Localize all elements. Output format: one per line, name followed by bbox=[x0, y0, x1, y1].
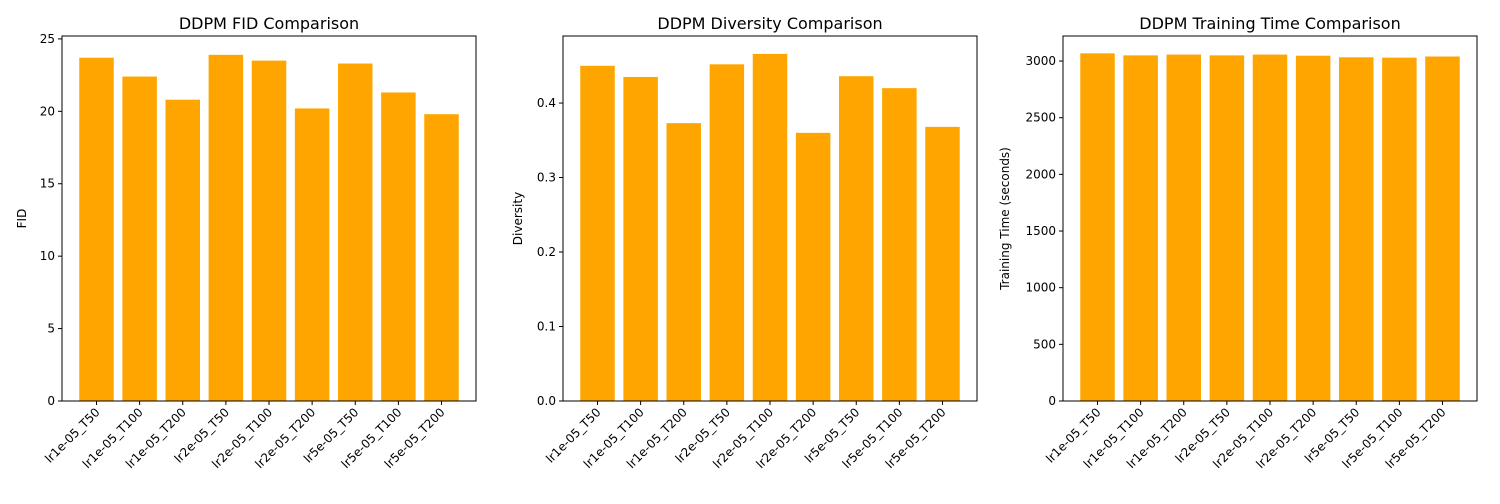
y-axis-label: FID bbox=[15, 209, 29, 229]
y-tick-label: 1500 bbox=[1025, 224, 1056, 238]
y-tick-label: 0 bbox=[47, 394, 55, 408]
bar-lr2e-05_T100 bbox=[752, 53, 788, 401]
bar-lr2e-05_T50 bbox=[208, 54, 244, 401]
bar-lr2e-05_T50 bbox=[1209, 55, 1245, 401]
bar-lr1e-05_T50 bbox=[1080, 53, 1115, 402]
y-tick-label: 1000 bbox=[1025, 281, 1056, 295]
chart-title: DDPM FID Comparison bbox=[179, 14, 359, 33]
y-tick-label: 10 bbox=[40, 249, 55, 263]
bar-lr2e-05_T200 bbox=[294, 108, 330, 402]
bar-lr1e-05_T100 bbox=[1123, 55, 1158, 401]
bar-lr1e-05_T50 bbox=[580, 65, 615, 401]
y-tick-label: 3000 bbox=[1025, 54, 1056, 68]
y-tick-label: 0 bbox=[1048, 394, 1056, 408]
chart-panel-1: DDPM FID Comparison0510152025lr1e-05_T50… bbox=[15, 14, 477, 471]
bar-lr5e-05_T100 bbox=[1382, 57, 1417, 402]
bar-lr2e-05_T200 bbox=[795, 132, 831, 401]
bar-lr2e-05_T50 bbox=[709, 64, 745, 401]
bar-lr2e-05_T100 bbox=[251, 60, 287, 401]
bar-lr5e-05_T50 bbox=[1339, 57, 1374, 401]
chart-panel-3: DDPM Training Time Comparison 0 500 1000 150… bbox=[998, 14, 1478, 471]
bar-lr5e-05_T200 bbox=[925, 126, 960, 401]
y-tick-label: 2500 bbox=[1025, 111, 1056, 125]
y-tick-label: 25 bbox=[40, 32, 55, 46]
y-axis-label: Training Time (seconds) bbox=[998, 147, 1012, 291]
y-tick-label: 0.1 bbox=[537, 320, 556, 334]
bar-lr1e-05_T200 bbox=[165, 99, 200, 401]
y-tick-label: 2000 bbox=[1025, 167, 1056, 181]
bar-lr1e-05_T100 bbox=[122, 76, 157, 402]
y-tick-label: 0.4 bbox=[537, 96, 556, 110]
bar-lr1e-05_T200 bbox=[666, 123, 701, 401]
bar-lr1e-05_T100 bbox=[623, 76, 658, 401]
y-tick-label: 0.2 bbox=[537, 245, 556, 259]
bar-lr5e-05_T100 bbox=[882, 88, 917, 402]
bar-lr5e-05_T200 bbox=[424, 114, 459, 401]
chart-title: DDPM Diversity Comparison bbox=[657, 14, 882, 33]
bar-lr5e-05_T50 bbox=[839, 76, 874, 401]
y-axis-label: Diversity bbox=[511, 192, 525, 245]
y-tick-label: 0.0 bbox=[537, 394, 556, 408]
y-tick-label: 15 bbox=[40, 177, 55, 191]
bar-lr5e-05_T100 bbox=[381, 92, 416, 401]
y-tick-label: 20 bbox=[40, 104, 55, 118]
chart-title: DDPM Training Time Comparison bbox=[1139, 14, 1400, 33]
bar-lr2e-05_T200 bbox=[1295, 55, 1331, 402]
bar-lr5e-05_T200 bbox=[1425, 56, 1460, 401]
bar-lr1e-05_T50 bbox=[79, 57, 114, 401]
chart-panel-2: DDPM Diversity Comparison 0.0 0.1 0.2 0.3 0.4… bbox=[511, 14, 978, 471]
y-tick-label: 0.3 bbox=[537, 171, 556, 185]
bar-lr2e-05_T100 bbox=[1252, 54, 1288, 401]
bar-lr5e-05_T50 bbox=[338, 63, 373, 402]
y-tick-label: 500 bbox=[1033, 337, 1056, 351]
y-tick-label: 5 bbox=[47, 322, 55, 336]
bar-lr1e-05_T200 bbox=[1166, 54, 1201, 401]
